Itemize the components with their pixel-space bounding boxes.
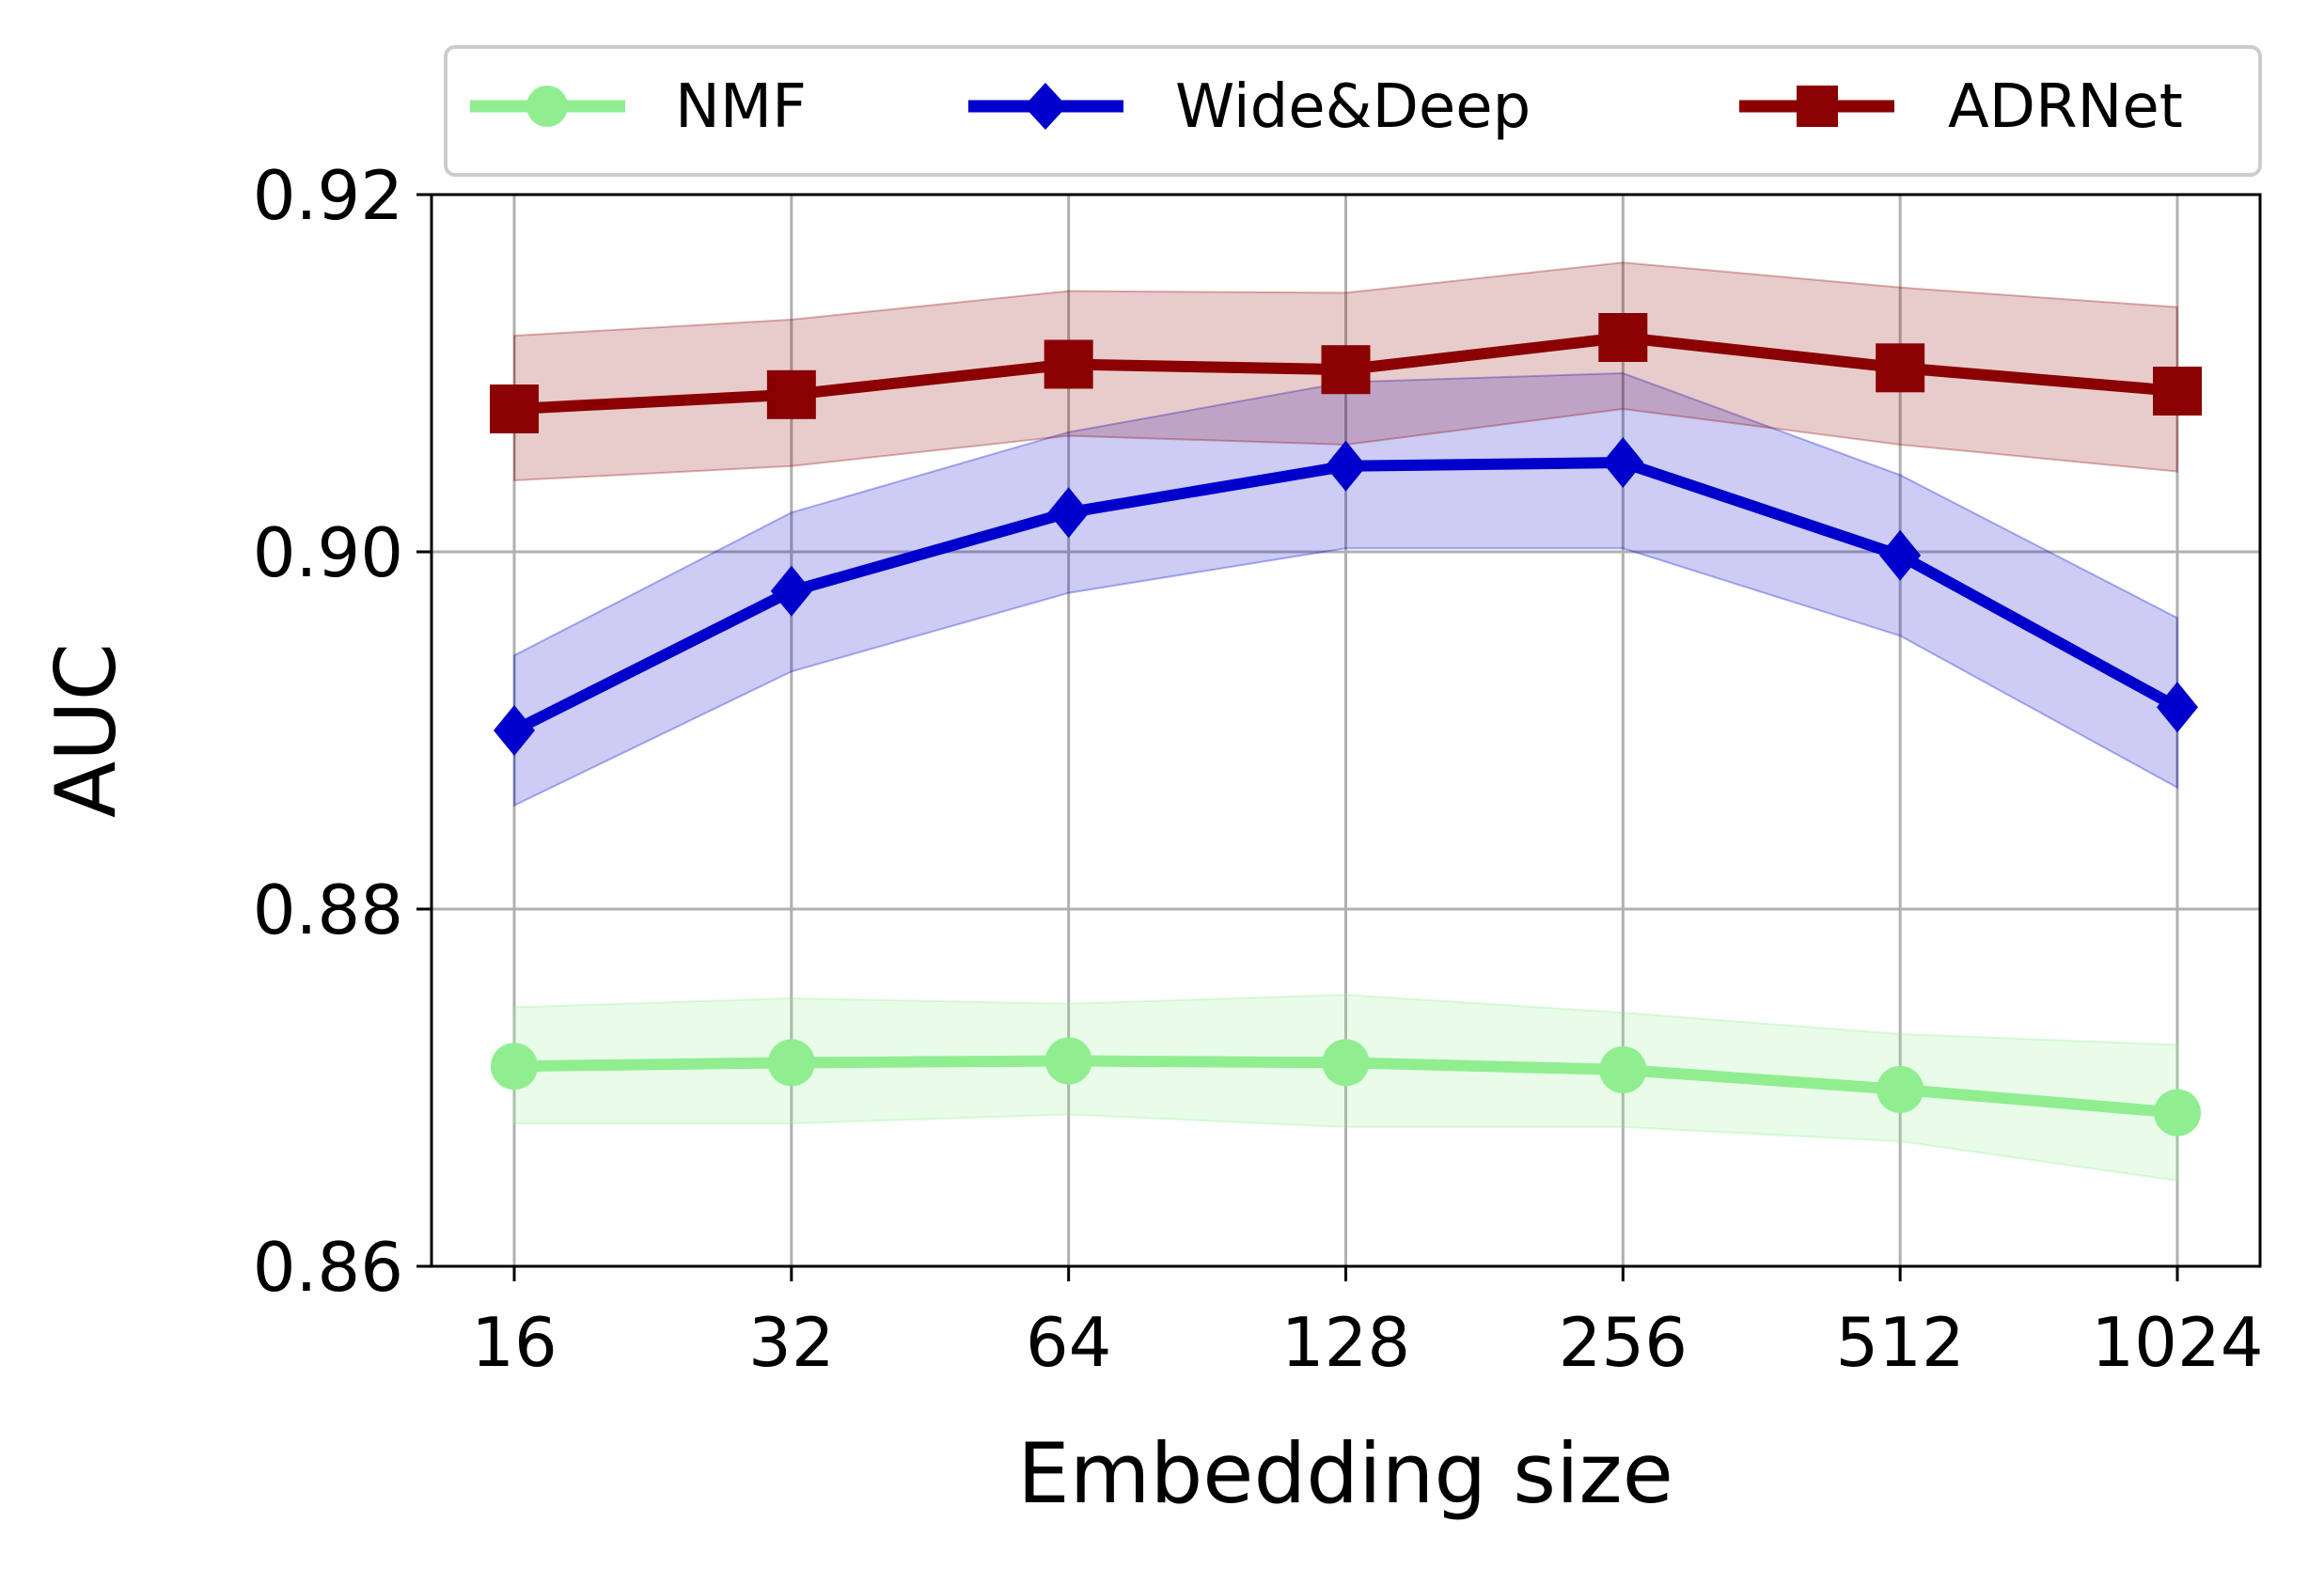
band-wide-deep bbox=[513, 371, 2178, 808]
legend-entry-adrnet: ADRNet bbox=[1739, 72, 2183, 142]
legend-entry-nmf: NMF bbox=[470, 72, 807, 142]
x-tick-label: 128 bbox=[1281, 1303, 1410, 1382]
x-tick-label: 1024 bbox=[2091, 1303, 2263, 1382]
y-axis-label: AUC bbox=[38, 643, 134, 818]
point-adrnet bbox=[490, 384, 539, 433]
y-tick-label: 0.86 bbox=[253, 1228, 403, 1307]
legend-marker-wide-deep bbox=[1024, 83, 1067, 130]
legend-label-adrnet: ADRNet bbox=[1948, 72, 2183, 142]
legend: NMF Wide&Deep ADRNet bbox=[444, 45, 2262, 177]
y-tick-label: 0.90 bbox=[253, 513, 403, 592]
point-adrnet bbox=[1598, 313, 1648, 362]
point-nmf bbox=[1322, 1039, 1370, 1087]
y-axis: 0.86 0.88 0.90 0.92 bbox=[253, 156, 432, 1307]
y-tick-label: 0.92 bbox=[253, 156, 403, 235]
x-tick-label: 512 bbox=[1835, 1303, 1964, 1382]
series-markers bbox=[490, 313, 2202, 1137]
point-nmf bbox=[491, 1043, 538, 1090]
point-adrnet bbox=[1044, 339, 1093, 389]
x-tick-label: 64 bbox=[1026, 1303, 1112, 1382]
point-wide-deep bbox=[1325, 440, 1367, 492]
point-wide-deep bbox=[1602, 437, 1644, 488]
point-wide-deep bbox=[494, 705, 535, 756]
y-tick-label: 0.88 bbox=[253, 871, 403, 949]
legend-label-wide-deep: Wide&Deep bbox=[1175, 72, 1531, 142]
point-wide-deep bbox=[1047, 487, 1090, 539]
point-nmf bbox=[767, 1039, 815, 1087]
x-tick-label: 32 bbox=[748, 1303, 835, 1382]
legend-frame bbox=[444, 45, 2262, 177]
x-tick-label: 16 bbox=[471, 1303, 557, 1382]
legend-entry-wide-deep: Wide&Deep bbox=[968, 72, 1531, 142]
x-tick-label: 256 bbox=[1559, 1303, 1688, 1382]
x-axis: 16 32 64 128 256 512 1024 bbox=[471, 1266, 2264, 1382]
point-nmf bbox=[1876, 1065, 1924, 1113]
band-nmf bbox=[513, 994, 2178, 1182]
legend-marker-adrnet bbox=[1797, 86, 1838, 127]
point-wide-deep bbox=[770, 565, 812, 617]
legend-label-nmf: NMF bbox=[675, 72, 807, 142]
point-wide-deep bbox=[1879, 529, 1922, 581]
point-wide-deep bbox=[2157, 682, 2198, 733]
x-axis-label: Embedding size bbox=[1017, 1425, 1673, 1522]
point-nmf bbox=[2154, 1089, 2201, 1137]
point-adrnet bbox=[766, 369, 816, 419]
point-adrnet bbox=[1321, 345, 1371, 395]
point-adrnet bbox=[1876, 343, 1925, 393]
legend-marker-nmf bbox=[526, 86, 568, 127]
plot-area bbox=[430, 193, 2262, 1268]
point-nmf bbox=[1599, 1046, 1647, 1093]
point-adrnet bbox=[2153, 367, 2202, 416]
point-nmf bbox=[1044, 1037, 1092, 1085]
